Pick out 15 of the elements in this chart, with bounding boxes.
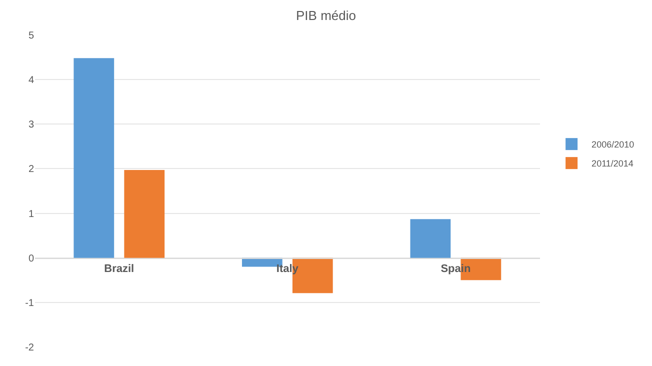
chart-title: PIB médio <box>296 8 356 24</box>
bar <box>410 219 451 258</box>
y-tick-label: 3 <box>28 120 34 131</box>
y-tick-label: -2 <box>25 342 34 354</box>
y-tick-label: 0 <box>28 253 34 264</box>
y-tick-label: -1 <box>25 298 34 309</box>
y-tick-label: 2 <box>28 164 34 176</box>
legend-label: 2011/2014 <box>592 158 634 169</box>
y-tick-label: 5 <box>28 30 34 42</box>
x-tick-label: Brazil <box>104 263 134 276</box>
legend-label: 2006/2010 <box>592 140 634 150</box>
y-tick-label: 4 <box>28 75 34 86</box>
y-tick-label: 1 <box>28 208 34 220</box>
bar <box>124 170 165 258</box>
bar <box>74 58 114 258</box>
